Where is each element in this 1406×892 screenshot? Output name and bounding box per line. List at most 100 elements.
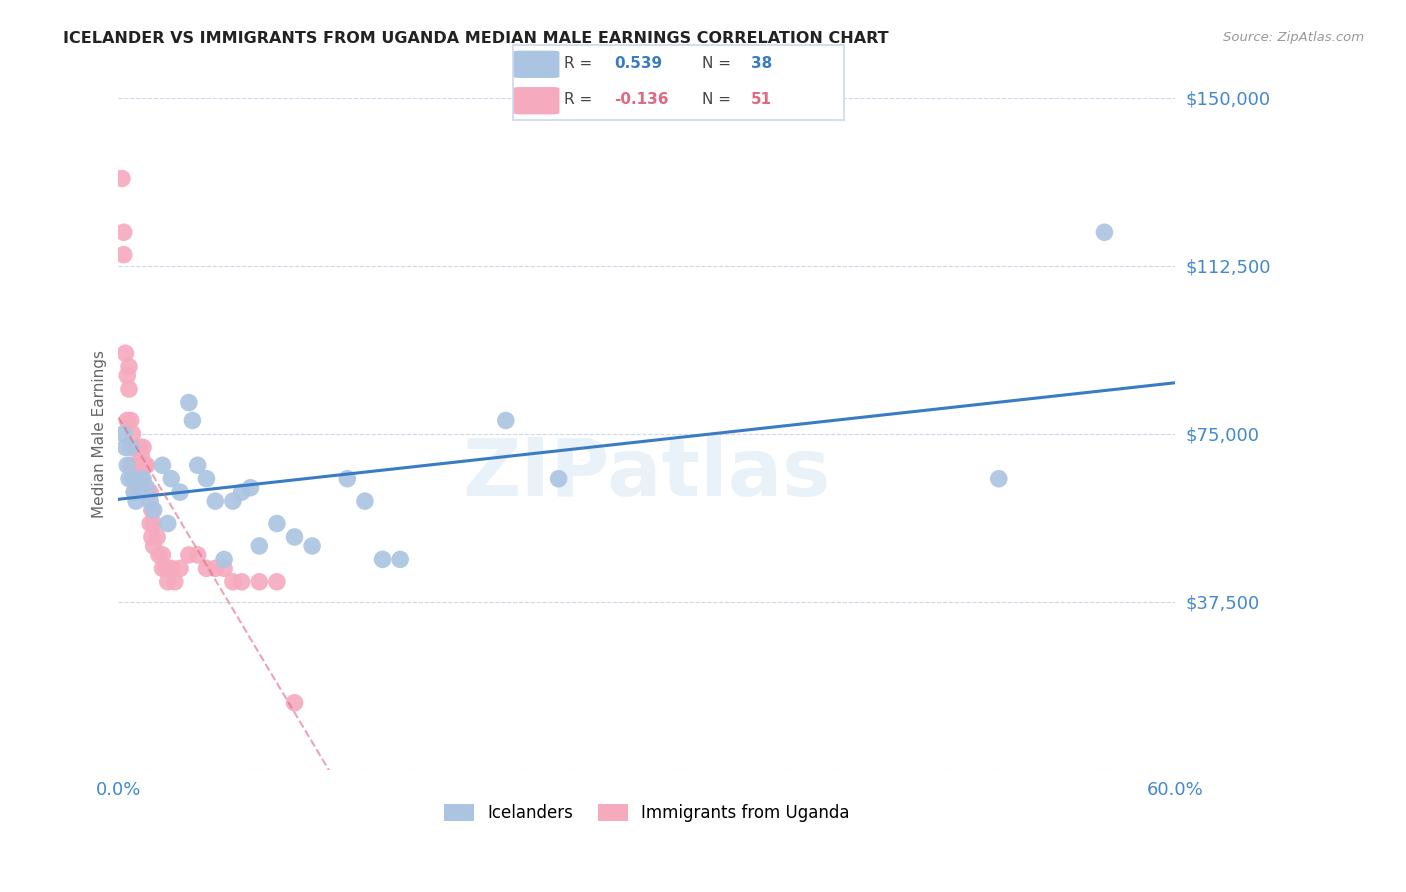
Point [247,574,270,589]
Point [212,561,235,575]
Point [987,472,1010,486]
Point [125,441,148,455]
Point [120,458,142,473]
Point [128,441,150,455]
Point [222,574,245,589]
Point [141,530,163,544]
Point [231,574,253,589]
Point [160,472,183,486]
Point [195,472,218,486]
Point [132,441,155,455]
Point [187,458,209,473]
Point [114,441,136,455]
Point [112,247,135,261]
Point [204,494,226,508]
Point [389,552,412,566]
Point [231,485,253,500]
Point [124,485,146,500]
Point [125,494,148,508]
Point [142,516,165,531]
Point [336,472,359,486]
Point [266,516,288,531]
Point [301,539,323,553]
Point [120,441,142,455]
Point [114,346,136,360]
Text: -0.136: -0.136 [614,93,668,107]
Text: 51: 51 [751,93,772,107]
Point [121,426,143,441]
Text: 0.539: 0.539 [614,56,662,71]
Point [135,481,157,495]
Point [128,485,150,500]
Point [283,530,305,544]
Point [239,481,262,495]
Point [134,458,156,473]
Point [204,561,226,575]
Point [141,503,163,517]
Point [124,485,146,500]
Point [135,458,157,473]
Point [152,458,174,473]
Point [354,494,377,508]
Point [142,539,165,553]
Point [112,426,135,441]
Point [118,472,141,486]
Point [118,382,141,396]
Point [127,472,149,486]
Text: Source: ZipAtlas.com: Source: ZipAtlas.com [1223,31,1364,45]
Point [118,359,141,374]
Point [152,561,174,575]
Text: R =: R = [564,93,598,107]
Point [212,552,235,566]
Point [124,458,146,473]
Point [111,171,134,186]
Point [117,413,139,427]
Point [156,574,179,589]
Point [117,368,139,383]
Point [169,561,191,575]
Point [131,450,153,464]
Point [187,548,209,562]
Point [128,458,150,473]
Point [266,574,288,589]
Point [371,552,394,566]
Point [117,458,139,473]
Point [125,472,148,486]
Point [138,485,160,500]
Text: 38: 38 [751,56,772,71]
Point [160,561,183,575]
FancyBboxPatch shape [513,51,560,78]
Text: ICELANDER VS IMMIGRANTS FROM UGANDA MEDIAN MALE EARNINGS CORRELATION CHART: ICELANDER VS IMMIGRANTS FROM UGANDA MEDI… [63,31,889,46]
Point [495,413,517,427]
Point [547,472,569,486]
Text: N =: N = [702,93,735,107]
Point [283,696,305,710]
Text: N =: N = [702,56,735,71]
Point [139,516,162,531]
Point [131,472,153,486]
Point [177,395,200,409]
Text: ZIPatlas: ZIPatlas [463,435,831,513]
Point [148,548,170,562]
Point [142,503,165,517]
Text: R =: R = [564,56,598,71]
FancyBboxPatch shape [513,87,560,114]
Point [121,472,143,486]
Point [139,494,162,508]
Point [146,530,169,544]
Point [112,225,135,239]
Point [247,539,270,553]
Point [169,485,191,500]
Point [177,548,200,562]
Point [121,472,143,486]
Point [152,548,174,562]
Point [139,485,162,500]
Legend: Icelanders, Immigrants from Uganda: Icelanders, Immigrants from Uganda [444,804,849,822]
Point [134,481,156,495]
Point [156,516,179,531]
Point [132,472,155,486]
Point [163,574,186,589]
Point [195,561,218,575]
Point [155,561,177,575]
Point [1094,225,1116,239]
